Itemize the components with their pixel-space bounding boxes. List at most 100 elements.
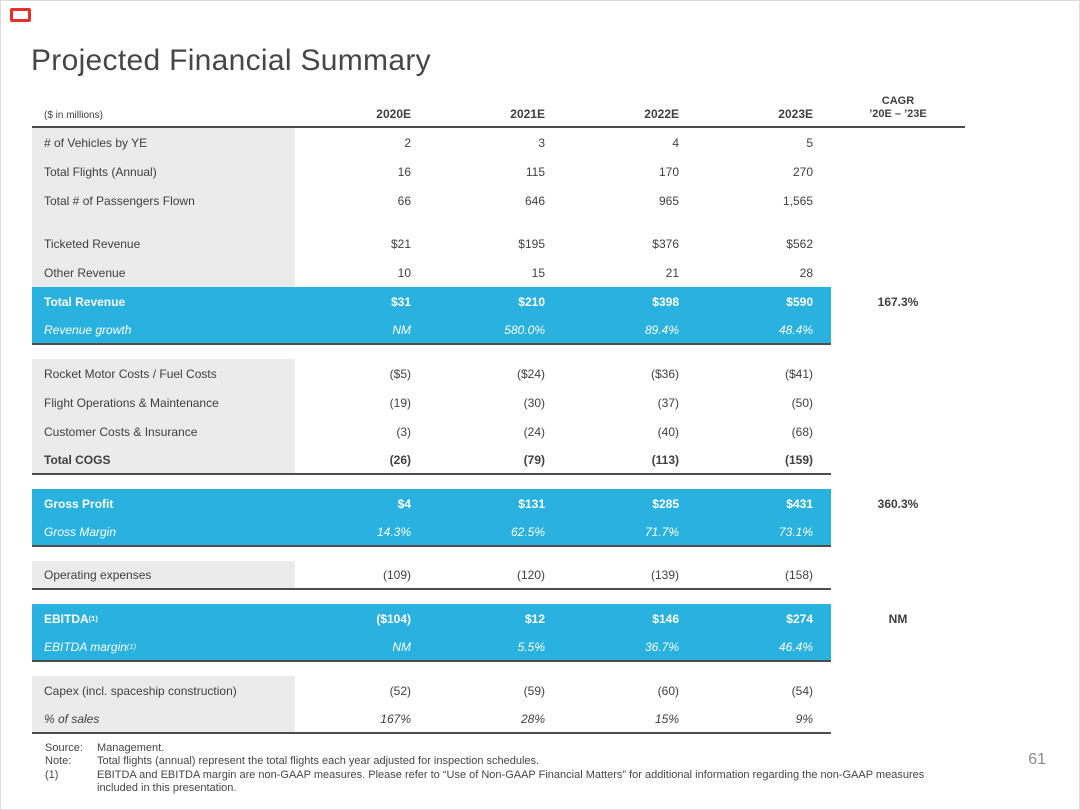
row-label: Gross Margin xyxy=(44,524,117,539)
row-label: Operating expenses xyxy=(32,561,295,588)
table-row: Customer Costs & Insurance (3) (24) (40) (68… xyxy=(32,417,965,446)
value-cell: (19) xyxy=(389,395,411,410)
row-label: Capex (incl. spaceship construction) xyxy=(32,676,295,705)
value-cell: (113) xyxy=(651,452,679,467)
value-cell: NM xyxy=(392,639,411,654)
value-cell: 16 xyxy=(397,164,411,179)
row-label: Total # of Passengers Flown xyxy=(32,186,295,215)
cagr-value: NM xyxy=(888,611,908,626)
footnote-1: (1) EBITDA and EBITDA margin are non-GAA… xyxy=(45,769,965,796)
value-cell: $131 xyxy=(518,496,545,511)
cagr-value xyxy=(831,157,965,186)
value-cell: $146 xyxy=(652,611,679,626)
value-cell: (30) xyxy=(523,395,545,410)
table-row: % of sales 167% 28% 15% 9% xyxy=(32,705,965,734)
table-row: Ticketed Revenue $21 $195 $376 $562 xyxy=(32,229,965,258)
value-cell: 1,565 xyxy=(782,193,813,208)
value-cell: ($5) xyxy=(389,366,411,381)
spacer-label xyxy=(32,215,295,229)
value-cell: $4 xyxy=(397,496,411,511)
value-cell: 48.4% xyxy=(778,322,813,337)
cagr-value xyxy=(831,561,965,590)
value-cell: $285 xyxy=(652,496,679,511)
table-body: # of Vehicles by YE 2 3 4 5 Total Flights (An… xyxy=(32,128,965,734)
value-cell: (109) xyxy=(382,567,411,582)
table-row: Total Flights (Annual) 16 115 170 270 xyxy=(32,157,965,186)
footnotes: Source: Management. Note: Total flights … xyxy=(45,742,965,796)
value-cell: 5.5% xyxy=(517,639,545,654)
value-cell: 10 xyxy=(397,265,411,280)
cagr-value xyxy=(831,186,965,215)
table-row: Rocket Motor Costs / Fuel Costs ($5) ($24)… xyxy=(32,359,965,388)
value-cell: 66 xyxy=(397,193,411,208)
value-cell: 36.7% xyxy=(644,639,679,654)
spacer-label xyxy=(32,590,295,604)
value-cell: 2 xyxy=(404,135,411,150)
value-cell: ($41) xyxy=(784,366,813,381)
source-text: Management. xyxy=(97,742,165,754)
value-cell: (159) xyxy=(784,452,813,467)
cagr-value xyxy=(831,633,965,662)
spacer-label xyxy=(32,547,295,561)
source-label: Source: xyxy=(45,742,83,754)
value-cell: ($24) xyxy=(516,366,545,381)
value-cell: NM xyxy=(392,322,411,337)
page-title: Projected Financial Summary xyxy=(31,44,431,77)
value-cell: 115 xyxy=(525,164,545,179)
value-cell: 15 xyxy=(531,265,545,280)
value-cell: $376 xyxy=(652,236,679,251)
table-header-main: ($ in millions) 2020E 2021E 2022E 2023E xyxy=(32,88,831,126)
value-cell: 3 xyxy=(538,135,545,150)
value-cell: $274 xyxy=(786,611,813,626)
value-cell: (60) xyxy=(657,683,679,698)
value-cell: (24) xyxy=(523,424,545,439)
column-header-2020e: 2020E xyxy=(376,107,411,121)
table-row: Total Revenue $31 $210 $398 $590 167.3% xyxy=(32,287,965,316)
footnote-1-text: EBITDA and EBITDA margin are non-GAAP me… xyxy=(97,768,925,795)
value-cell: (68) xyxy=(791,424,813,439)
financial-summary-table: ($ in millions) 2020E 2021E 2022E 2023E … xyxy=(32,88,965,734)
cagr-value: 167.3% xyxy=(877,294,919,309)
cagr-value xyxy=(831,417,965,446)
table-row: EBITDA margin (1) NM 5.5% 36.7% 46.4% xyxy=(32,633,965,662)
value-cell: (158) xyxy=(784,567,813,582)
value-cell: 9% xyxy=(795,711,813,726)
row-label: EBITDA (1) xyxy=(44,611,98,626)
value-cell: 21 xyxy=(665,265,679,280)
spacer-row xyxy=(32,662,965,676)
table-row: Gross Profit $4 $131 $285 $431 360.3% xyxy=(32,489,965,518)
value-cell: $31 xyxy=(390,294,411,309)
value-cell: 5 xyxy=(806,135,813,150)
cagr-value xyxy=(831,518,965,547)
table-row: Capex (incl. spaceship construction) (52)… xyxy=(32,676,965,705)
value-cell: 170 xyxy=(658,164,679,179)
value-cell: 62.5% xyxy=(510,524,545,539)
cagr-value xyxy=(831,705,965,734)
cagr-header-line2: ’20E – ’23E xyxy=(869,108,927,121)
cagr-value xyxy=(831,229,965,258)
value-cell: 73.1% xyxy=(778,524,813,539)
row-label: EBITDA margin (1) xyxy=(44,639,137,654)
value-cell: $195 xyxy=(518,236,545,251)
value-cell: 15% xyxy=(654,711,679,726)
cagr-value: 360.3% xyxy=(877,496,919,511)
value-cell: 89.4% xyxy=(644,322,679,337)
table-row: Flight Operations & Maintenance (19) (30) (… xyxy=(32,388,965,417)
value-cell: 71.7% xyxy=(644,524,679,539)
note-text: Total flights (annual) represent the tot… xyxy=(97,755,540,768)
table-row: Gross Margin 14.3% 62.5% 71.7% 73.1% xyxy=(32,518,965,547)
spacer-label xyxy=(32,662,295,676)
cagr-value xyxy=(831,128,965,157)
cagr-value xyxy=(831,446,965,475)
value-cell: 580.0% xyxy=(504,322,545,337)
column-header-cagr: CAGR ’20E – ’23E xyxy=(831,88,965,126)
logo-mark xyxy=(10,8,31,22)
row-label: # of Vehicles by YE xyxy=(32,128,295,157)
row-label: Ticketed Revenue xyxy=(32,229,295,258)
cagr-value xyxy=(831,359,965,388)
value-cell: ($104) xyxy=(376,611,411,626)
value-cell: $398 xyxy=(652,294,679,309)
table-row: # of Vehicles by YE 2 3 4 5 xyxy=(32,128,965,157)
value-cell: 14.3% xyxy=(376,524,411,539)
